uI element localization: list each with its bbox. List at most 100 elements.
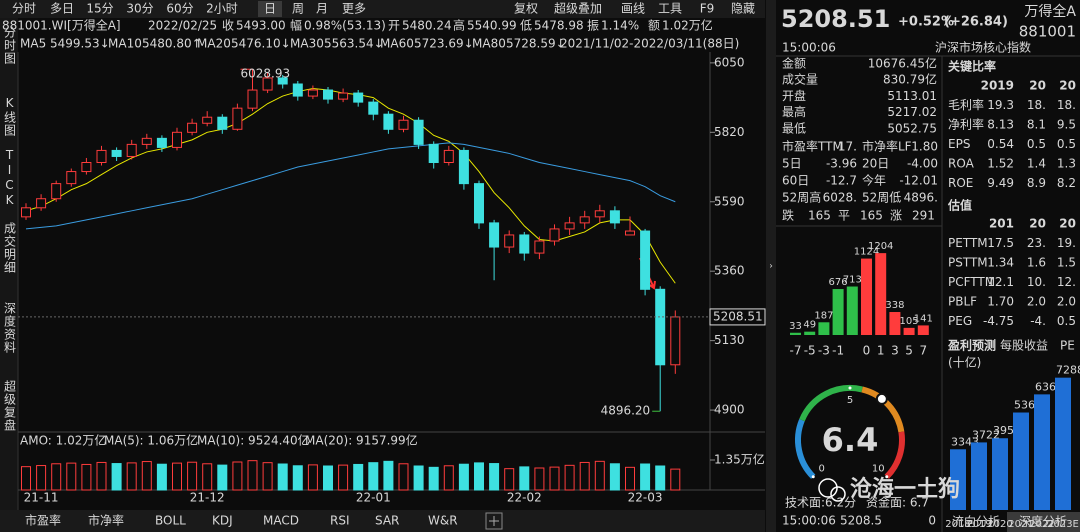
cell: 0.54 — [987, 137, 1014, 151]
stat-value: 6028. — [823, 191, 857, 205]
cell: 0.5 — [1027, 137, 1046, 151]
toolbar-button[interactable]: 画线 — [621, 2, 645, 16]
side-tab-bg — [0, 18, 18, 510]
candle-body — [670, 316, 681, 366]
y-tick-label: 1.35万亿 — [714, 452, 765, 467]
volume-bar — [443, 465, 454, 491]
footer-volume: 0 — [928, 514, 936, 528]
cell: 1.6 — [1027, 256, 1046, 270]
side-tab[interactable]: 超级复盘 — [3, 379, 17, 432]
candle-body — [111, 149, 122, 157]
toolbar-button[interactable]: 隐藏 — [731, 2, 755, 16]
watermark-text: 沧海一土狗 — [850, 476, 960, 502]
dist-bar — [804, 331, 816, 335]
info-label: 高 — [453, 18, 465, 33]
y-tick-label: 6050 — [714, 55, 745, 69]
info-label: 开 — [388, 19, 400, 33]
ma-legend-name: MA10 — [108, 37, 142, 51]
toolbar-button[interactable]: 复权 — [514, 2, 538, 16]
stat-value: 5217.02 — [887, 105, 937, 119]
cell: 9.49 — [987, 176, 1014, 190]
indicator-tab[interactable]: 市净率 — [88, 513, 124, 528]
active-tab-bg — [258, 1, 282, 17]
dist-bar — [818, 322, 830, 335]
cell: 0.5 — [1057, 137, 1076, 151]
fund-score: 资金面: 6.7 — [866, 495, 929, 510]
toolbar-bg — [0, 0, 765, 18]
gauge-tick-label: 0 — [819, 463, 825, 474]
indicator-tab[interactable]: 市盈率 — [25, 513, 61, 528]
indicator-tab[interactable]: MACD — [263, 514, 299, 528]
volume-bar — [549, 466, 560, 491]
toolbar-tab[interactable]: 60分 — [166, 2, 193, 16]
dist-bar — [790, 332, 801, 335]
stat-value: 5113.01 — [887, 89, 937, 103]
stat-label: 今年 — [862, 173, 886, 188]
splitter[interactable] — [766, 0, 776, 532]
stat-value: -4.00 — [907, 157, 938, 171]
toolbar-button[interactable]: F9 — [700, 2, 715, 16]
toolbar-tab[interactable]: 2小时 — [206, 2, 238, 16]
volume-legend: MA(20): 9157.99亿 — [305, 433, 418, 448]
forecast-bar — [1055, 377, 1071, 510]
info-label: 振 — [587, 19, 599, 33]
side-tab[interactable]: TICK — [3, 148, 17, 208]
indicator-tab[interactable]: RSI — [330, 514, 350, 528]
candle-body — [172, 131, 182, 148]
gauge-tick-label: 10 — [872, 463, 885, 474]
volume-bar — [474, 462, 484, 491]
info-label: 幅 — [290, 18, 302, 33]
x-tick-label: 3 — [891, 344, 899, 358]
volume-bar — [202, 463, 213, 491]
candle-body — [474, 183, 484, 224]
add-tab-button[interactable] — [485, 512, 503, 530]
stat-label: 金额 — [782, 56, 806, 71]
tech-score: 技术面:6.2分 — [785, 496, 856, 510]
ma-legend-value: 5728.59↓ — [506, 37, 566, 51]
footer-tab[interactable]: 深度分析 — [1019, 514, 1067, 529]
side-tab[interactable]: 成交明细 — [3, 222, 17, 274]
side-tab[interactable]: 分时图 — [3, 26, 17, 65]
ma-legend-name: MA5 — [20, 37, 46, 51]
candle-body — [292, 83, 303, 97]
volume-bar — [353, 463, 364, 491]
volume-bar — [51, 463, 62, 491]
toolbar-tab[interactable]: 月 — [316, 2, 328, 16]
column-header: 20 — [1029, 217, 1046, 231]
side-tab[interactable]: 深度资料 — [3, 302, 17, 354]
indicator-tab[interactable]: BOLL — [155, 514, 186, 528]
toolbar-button[interactable]: 工具 — [658, 2, 682, 16]
volume-bar — [640, 463, 651, 491]
breadth: 涨 — [890, 208, 902, 223]
gauge-tick — [811, 475, 815, 479]
volume-bar — [292, 465, 303, 491]
side-tab[interactable]: K线图 — [3, 96, 17, 137]
toolbar-tab[interactable]: 更多 — [342, 2, 366, 16]
cell: 10. — [1027, 275, 1046, 289]
volume-bar — [413, 465, 424, 491]
candle-body — [51, 183, 62, 200]
toolbar-tab[interactable]: 分时 — [12, 2, 36, 16]
footer-tab[interactable]: 流向分析 — [952, 514, 1000, 529]
volume-legend: MA(5): 1.06万亿 — [104, 433, 198, 448]
stat-label: 开盘 — [782, 88, 806, 103]
row-label: ROE — [948, 176, 973, 190]
range-label: 2021/11/02-2022/03/11(88日) — [560, 37, 739, 51]
toolbar-tab[interactable]: 日 — [264, 2, 276, 16]
toolbar-tab[interactable]: 15分 — [86, 2, 113, 16]
section-subtitle: PE — [1060, 339, 1075, 353]
cell: 17.5 — [987, 236, 1014, 250]
indicator-tab[interactable]: W&R — [428, 514, 458, 528]
volume-bar — [579, 461, 590, 491]
toolbar-tab[interactable]: 30分 — [126, 2, 153, 16]
dist-bar — [903, 327, 915, 335]
stat-value: 17. — [838, 140, 857, 154]
volume-legend: AMO: 1.02万亿 — [20, 433, 106, 448]
toolbar-button[interactable]: 超级叠加 — [554, 1, 602, 16]
indicator-tab[interactable]: KDJ — [212, 514, 233, 528]
toolbar-tab[interactable]: 多日 — [50, 2, 74, 16]
volume-bar — [458, 463, 469, 491]
indicator-tab[interactable]: SAR — [375, 514, 399, 528]
toolbar-tab[interactable]: 周 — [292, 2, 304, 16]
stat-label: 最高 — [782, 104, 806, 119]
